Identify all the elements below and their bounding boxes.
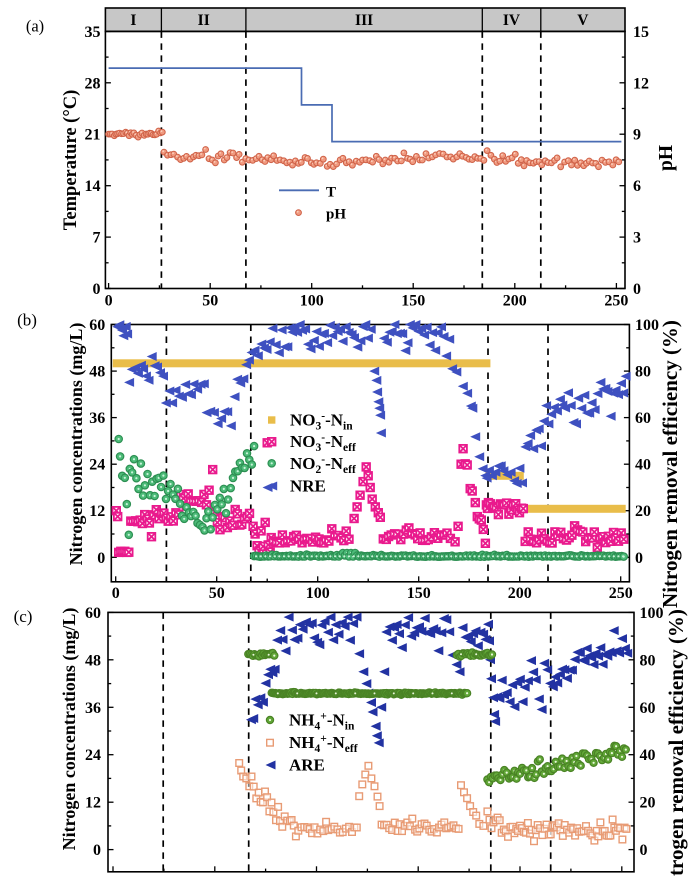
svg-text:12: 12 (85, 795, 101, 812)
svg-text:Nitrogen concentrations (mg/L): Nitrogen concentrations (mg/L) (66, 323, 87, 566)
svg-text:0: 0 (112, 585, 120, 602)
svg-text:V: V (577, 12, 589, 29)
svg-text:12: 12 (89, 503, 105, 520)
svg-text:0: 0 (105, 293, 113, 310)
svg-text:III: III (355, 12, 373, 29)
svg-text:12: 12 (633, 75, 649, 92)
svg-text:150: 150 (407, 585, 431, 602)
svg-text:36: 36 (85, 700, 101, 717)
svg-text:36: 36 (89, 410, 105, 427)
svg-text:IV: IV (503, 12, 521, 29)
svg-text:100: 100 (640, 605, 664, 622)
svg-text:(c): (c) (14, 607, 33, 626)
svg-text:7: 7 (93, 230, 101, 247)
svg-text:0: 0 (635, 550, 643, 567)
svg-text:60: 60 (85, 605, 101, 622)
svg-text:I: I (130, 12, 136, 29)
svg-text:pH: pH (656, 145, 677, 171)
svg-text:20: 20 (640, 795, 656, 812)
svg-text:28: 28 (85, 75, 101, 92)
svg-text:14: 14 (85, 178, 101, 195)
svg-text:0: 0 (633, 281, 641, 298)
svg-text:15: 15 (633, 24, 649, 41)
svg-text:0: 0 (93, 842, 101, 859)
svg-text:48: 48 (89, 364, 105, 381)
svg-text:250: 250 (609, 585, 633, 602)
svg-text:Nitrogen removal efficiency (%: Nitrogen removal efficiency (%) (658, 320, 682, 608)
svg-text:T: T (326, 185, 336, 201)
svg-text:NH4+-Nin: NH4+-Nin (289, 711, 355, 733)
svg-text:(a): (a) (26, 17, 44, 36)
svg-text:200: 200 (508, 585, 532, 602)
svg-text:80: 80 (640, 652, 656, 669)
svg-text:50: 50 (202, 293, 218, 310)
svg-text:NRE: NRE (290, 477, 326, 496)
svg-text:9: 9 (633, 127, 641, 144)
svg-text:100: 100 (300, 293, 324, 310)
svg-text:48: 48 (85, 652, 101, 669)
svg-text:II: II (198, 12, 210, 29)
svg-text:24: 24 (85, 747, 101, 764)
svg-text:100: 100 (635, 317, 659, 334)
svg-text:60: 60 (635, 410, 651, 427)
svg-text:150: 150 (401, 293, 425, 310)
svg-text:40: 40 (640, 747, 656, 764)
svg-text:60: 60 (89, 317, 105, 334)
svg-text:NO2--Neff: NO2--Neff (290, 454, 356, 476)
svg-text:6: 6 (633, 178, 641, 195)
svg-text:200: 200 (503, 293, 527, 310)
svg-text:35: 35 (85, 24, 101, 41)
svg-text:250: 250 (604, 293, 628, 310)
svg-text:(b): (b) (17, 311, 37, 330)
svg-text:Nitrogen removal efficiency (%: Nitrogen removal efficiency (%) (664, 609, 688, 876)
svg-text:Temperature (°C): Temperature (°C) (61, 90, 81, 230)
svg-text:0: 0 (93, 281, 101, 298)
svg-text:0: 0 (97, 550, 105, 567)
svg-text:20: 20 (635, 503, 651, 520)
svg-text:pH: pH (326, 207, 346, 223)
svg-text:3: 3 (633, 230, 641, 247)
svg-text:NH4+-Neff: NH4+-Neff (289, 733, 358, 755)
svg-text:80: 80 (635, 364, 651, 381)
svg-text:ARE: ARE (289, 756, 325, 775)
svg-text:NO3--Nin: NO3--Nin (290, 411, 353, 433)
svg-text:24: 24 (89, 457, 105, 474)
svg-text:21: 21 (85, 127, 101, 144)
svg-text:NO3--Neff: NO3--Neff (290, 432, 356, 454)
svg-text:Nitrogen concentrations (mg/L): Nitrogen concentrations (mg/L) (59, 608, 80, 851)
svg-text:100: 100 (306, 585, 330, 602)
svg-text:50: 50 (209, 585, 225, 602)
svg-text:0: 0 (640, 842, 648, 859)
svg-text:40: 40 (635, 457, 651, 474)
svg-text:60: 60 (640, 700, 656, 717)
